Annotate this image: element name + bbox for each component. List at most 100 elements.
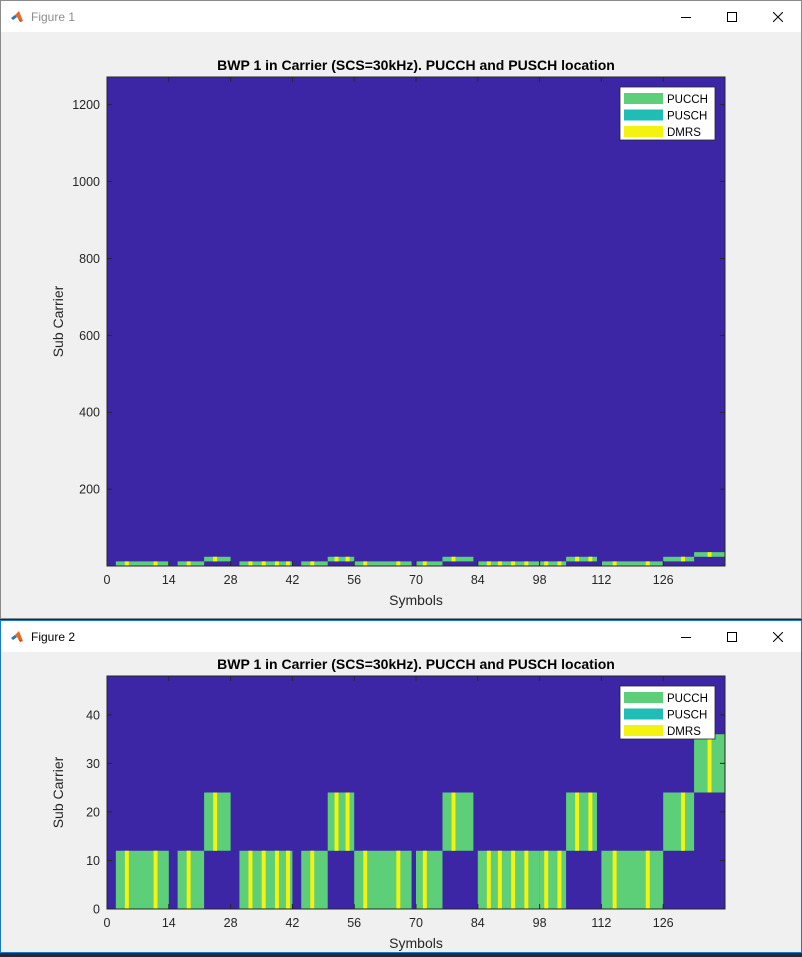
minimize-icon <box>681 636 691 638</box>
y-tick-label: 20 <box>86 805 100 819</box>
pucch-block <box>327 556 355 562</box>
x-tick-label: 0 <box>104 573 111 587</box>
x-tick-label: 28 <box>224 916 238 930</box>
y-tick-label: 10 <box>86 854 100 868</box>
dmrs-column <box>363 561 368 566</box>
dmrs-column <box>422 850 427 909</box>
dmrs-column <box>285 561 290 566</box>
minimize-icon <box>681 16 691 18</box>
legend-label: PUSCH <box>667 111 707 123</box>
chart-figure-1[interactable]: BWP 1 in Carrier (SCS=30kHz). PUCCH and … <box>1 32 801 618</box>
y-axis-label: Sub Carrier <box>50 756 66 828</box>
dmrs-column <box>334 792 339 851</box>
dmrs-column <box>274 850 279 909</box>
close-button[interactable] <box>755 1 801 32</box>
figure-2-window: Figure 2 BWP 1 in Carrier (SCS=30kHz). P… <box>0 620 802 953</box>
close-button[interactable] <box>755 621 801 652</box>
pucch-block <box>442 792 474 851</box>
dmrs-column <box>544 561 549 566</box>
x-tick-label: 70 <box>409 916 423 930</box>
x-axis-label: Symbols <box>389 935 443 951</box>
x-tick-label: 56 <box>347 916 361 930</box>
x-tick-label: 112 <box>591 573 611 587</box>
chart-figure-2[interactable]: BWP 1 in Carrier (SCS=30kHz). PUCCH and … <box>1 652 801 952</box>
legend: PUCCH PUSCH DMRS <box>619 685 716 740</box>
pucch-block <box>354 561 412 566</box>
dmrs-column <box>213 792 218 851</box>
x-tick-label: 126 <box>653 573 674 587</box>
legend-swatch <box>624 725 663 736</box>
window-title: Figure 2 <box>31 630 76 644</box>
pucch-block <box>416 850 443 909</box>
pucch-block <box>204 792 231 851</box>
y-axis-label: Sub Carrier <box>50 285 66 357</box>
legend-swatch <box>624 708 663 720</box>
dmrs-column <box>153 850 158 909</box>
pucch-block <box>301 561 328 566</box>
legend-swatch <box>624 126 663 137</box>
dmrs-column <box>451 556 456 562</box>
pucch-block <box>477 561 540 566</box>
y-tick-label: 0 <box>93 903 100 917</box>
y-tick-label: 1200 <box>72 98 100 112</box>
dmrs-column <box>486 850 491 909</box>
dmrs-column <box>544 850 549 909</box>
dmrs-column <box>261 561 266 566</box>
dmrs-column <box>261 850 266 909</box>
pucch-block <box>301 850 328 909</box>
matlab-logo-icon <box>11 631 23 642</box>
y-tick-label: 600 <box>79 329 100 343</box>
dmrs-column <box>575 792 580 851</box>
dmrs-column <box>396 561 401 566</box>
pucch-block <box>601 561 664 566</box>
legend-label: PUCCH <box>667 94 708 106</box>
pucch-block <box>204 556 231 562</box>
y-tick-label: 400 <box>79 406 100 420</box>
pucch-block <box>239 850 293 909</box>
y-tick-label: 800 <box>79 252 100 266</box>
x-tick-label: 28 <box>224 573 238 587</box>
x-tick-label: 42 <box>285 573 299 587</box>
dmrs-column <box>422 561 427 566</box>
maximize-button[interactable] <box>709 621 755 652</box>
minimize-button[interactable] <box>663 621 709 652</box>
figure-canvas: BWP 1 in Carrier (SCS=30kHz). PUCCH and … <box>1 652 801 952</box>
dmrs-column <box>124 850 129 909</box>
legend-swatch <box>624 109 663 121</box>
dmrs-column <box>588 792 593 851</box>
dmrs-column <box>248 850 253 909</box>
dmrs-column <box>524 850 529 909</box>
dmrs-column <box>681 792 686 851</box>
dmrs-column <box>186 561 191 566</box>
plot-area <box>107 77 725 566</box>
maximize-icon <box>727 11 737 22</box>
maximize-button[interactable] <box>709 1 755 32</box>
dmrs-column <box>707 734 712 793</box>
plot-title: BWP 1 in Carrier (SCS=30kHz). PUCCH and … <box>217 656 615 672</box>
dmrs-column <box>497 561 502 566</box>
legend-swatch <box>624 93 663 104</box>
dmrs-column <box>645 561 650 566</box>
pucch-block <box>354 850 412 909</box>
pucch-block <box>601 850 664 909</box>
x-tick-label: 0 <box>104 916 111 930</box>
title-bar[interactable]: Figure 2 <box>1 621 801 652</box>
dmrs-column <box>363 850 368 909</box>
x-tick-label: 126 <box>653 916 674 930</box>
dmrs-column <box>681 556 686 562</box>
dmrs-column <box>557 561 562 566</box>
x-tick-label: 112 <box>591 916 611 930</box>
dmrs-column <box>645 850 650 909</box>
minimize-button[interactable] <box>663 1 709 32</box>
title-bar[interactable]: Figure 1 <box>1 1 801 32</box>
legend: PUCCH PUSCH DMRS <box>619 86 716 141</box>
pucch-block <box>177 850 205 909</box>
x-tick-label: 14 <box>162 916 176 930</box>
window-title: Figure 1 <box>31 10 76 24</box>
dmrs-column <box>588 556 593 562</box>
dmrs-column <box>186 850 191 909</box>
dmrs-column <box>310 850 315 909</box>
figure-1-window: Figure 1 BWP 1 in Carrier (SCS=30kHz). P… <box>0 0 802 619</box>
dmrs-column <box>612 850 617 909</box>
dmrs-column <box>345 792 350 851</box>
